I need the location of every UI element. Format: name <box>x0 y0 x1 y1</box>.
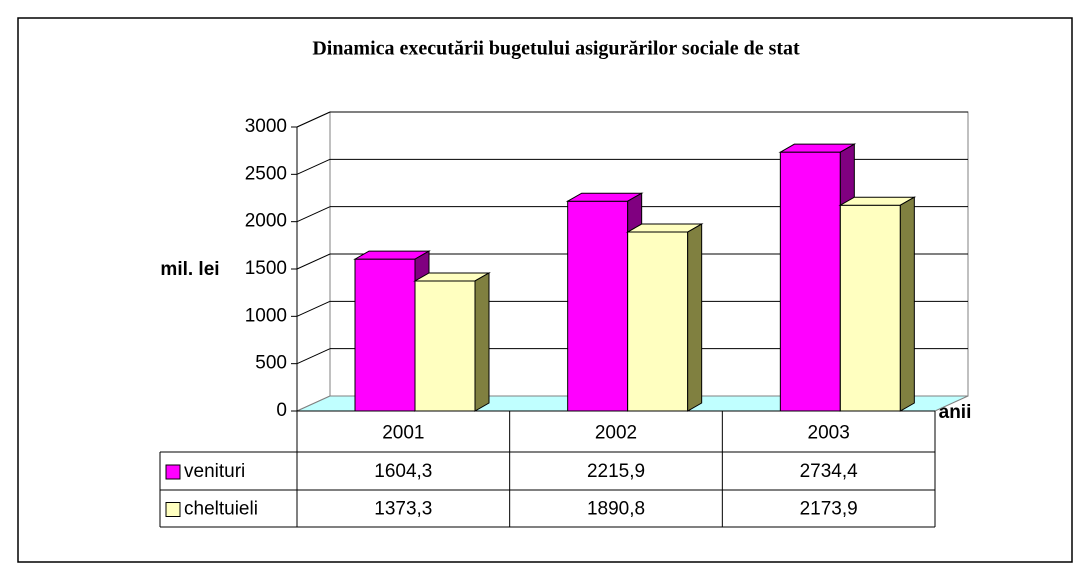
grid-line <box>296 206 331 223</box>
y-tick-label: 1000 <box>245 305 287 326</box>
grid-line <box>296 158 331 175</box>
y-tick-label: 2500 <box>245 163 287 184</box>
y-tick-label: 500 <box>255 353 287 374</box>
bar <box>779 151 841 412</box>
y-tick-label: 3000 <box>245 116 287 137</box>
x-tick-label: 2001 <box>382 423 424 444</box>
grid-line <box>296 111 331 128</box>
bar <box>354 258 416 412</box>
y-tick-label: 1500 <box>245 258 287 279</box>
x-axis-label: anii <box>939 402 972 423</box>
bar-side <box>899 196 915 412</box>
chart-title: Dinamica executării bugetului asigurăril… <box>312 38 800 60</box>
bar <box>839 204 901 412</box>
data-label: 1890,8 <box>587 499 645 520</box>
bar <box>627 231 689 412</box>
bar <box>414 280 476 412</box>
data-label: 2734,4 <box>800 461 859 482</box>
data-label: 1373,3 <box>374 499 432 520</box>
y-axis-label: mil. lei <box>160 259 219 280</box>
x-tick-label: 2003 <box>808 423 850 444</box>
x-tick-label: 2002 <box>595 423 637 444</box>
y-tick-label: 0 <box>276 400 287 421</box>
legend-label: cheltuieli <box>184 499 258 520</box>
data-label: 1604,3 <box>374 461 432 482</box>
data-label: 2173,9 <box>800 499 858 520</box>
grid-line <box>296 348 331 365</box>
data-label: 2215,9 <box>587 461 645 482</box>
bar-side <box>474 272 490 412</box>
legend-swatch <box>165 502 181 517</box>
y-tick-label: 2000 <box>245 211 287 232</box>
bar-side <box>687 223 703 412</box>
grid-line <box>296 253 331 270</box>
legend-label: venituri <box>184 461 245 482</box>
legend-swatch <box>165 464 181 480</box>
grid-line <box>296 300 331 317</box>
bar <box>567 200 629 412</box>
